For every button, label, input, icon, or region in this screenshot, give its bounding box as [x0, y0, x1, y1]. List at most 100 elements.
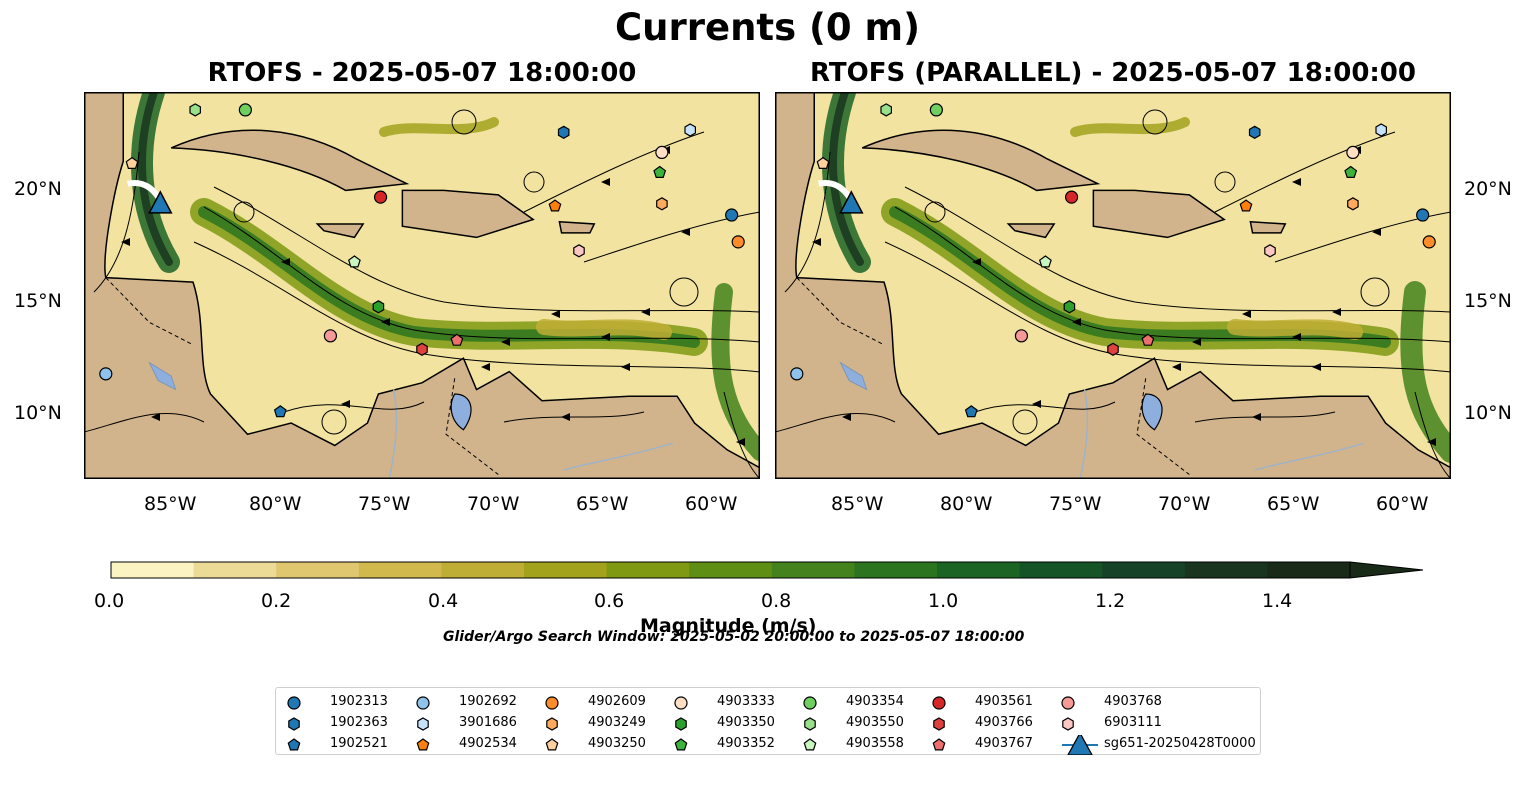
colorbar-segment — [524, 562, 608, 578]
legend-shape — [287, 738, 301, 751]
colorbar-segment — [1184, 562, 1268, 578]
country-border — [445, 378, 499, 475]
legend-marker — [287, 696, 301, 710]
legend-label: 4903561 — [975, 694, 1033, 709]
lake-maracaibo — [450, 393, 472, 431]
current-speed-band — [1400, 281, 1451, 463]
legend-shape — [545, 696, 559, 710]
float-marker-6903111 — [573, 244, 585, 258]
legend-shape — [1061, 696, 1075, 710]
legend-label: 4903558 — [846, 736, 904, 751]
streamline — [1214, 131, 1396, 213]
colorbar-label: Magnitude (m/s) — [640, 615, 817, 637]
float-marker-4903558 — [347, 255, 361, 268]
legend-shape — [1062, 717, 1074, 731]
cb-tick-3: 0.6 — [594, 590, 625, 612]
lat-tick-15n-right: 15°N — [1464, 290, 1512, 312]
lake-maracaibo — [1141, 393, 1163, 431]
float-marker-6903111 — [1264, 244, 1276, 258]
float-marker-4903550 — [189, 103, 202, 117]
lat-tick-10n: 10°N — [14, 402, 62, 424]
float-marker-1902363 — [1248, 125, 1261, 139]
legend-shape — [804, 717, 816, 731]
streamline-arrow — [1312, 363, 1321, 371]
lon-tick-75w-right: 75°W — [1049, 493, 1102, 515]
colorbar-segment — [771, 562, 855, 578]
streamline — [93, 151, 140, 293]
current-speed-band — [138, 92, 173, 266]
float-marker-1902692 — [99, 367, 113, 381]
streamline — [523, 131, 705, 213]
float-marker-3901686 — [1375, 123, 1388, 137]
colorbar-segment — [1102, 562, 1186, 578]
legend-marker — [933, 717, 945, 731]
country-border — [1136, 378, 1190, 475]
float-marker-4903561 — [373, 190, 388, 204]
streamline-arrow — [1192, 338, 1201, 346]
eddy — [1214, 171, 1236, 193]
colorbar-segment — [1267, 562, 1351, 578]
float-marker-4903250 — [125, 156, 139, 170]
streamline-arrow — [1292, 178, 1301, 186]
glider-marker — [839, 190, 864, 214]
legend-marker — [288, 717, 300, 731]
legend-label: 4903333 — [717, 694, 775, 709]
streamline-arrow — [501, 338, 510, 346]
legend-label: 3901686 — [459, 715, 517, 730]
lon-tick-85w-right: 85°W — [831, 493, 884, 515]
legend-shape — [803, 696, 817, 710]
float-marker-4903333 — [1346, 145, 1360, 159]
land-hispaniola — [1092, 189, 1226, 239]
legend-label: 1902313 — [330, 694, 388, 709]
legend-shape — [674, 738, 688, 751]
legend-marker — [803, 738, 817, 751]
legend-shape — [674, 696, 688, 710]
legend-marker — [545, 738, 559, 751]
float-marker-4903768 — [1014, 329, 1029, 343]
land-hispaniola — [401, 189, 535, 239]
glider-track — [818, 179, 852, 199]
search-window-text: Glider/Argo Search Window: 2025-05-02 20… — [443, 629, 1025, 645]
streamline — [775, 412, 896, 433]
colorbar-segment — [441, 562, 525, 578]
colorbar-segment — [689, 562, 773, 578]
legend-marker — [417, 717, 429, 731]
float-marker-4902534 — [1239, 199, 1253, 212]
lat-tick-10n-right: 10°N — [1464, 402, 1512, 424]
current-speed-band — [536, 319, 672, 340]
legend-label: 1902521 — [330, 736, 388, 751]
streamline-arrow — [121, 238, 130, 246]
legend-marker — [804, 717, 816, 731]
river-magdalena — [1079, 389, 1089, 479]
colorbar-segment — [937, 562, 1021, 578]
float-marker-4903767 — [1141, 333, 1155, 346]
float-marker-3901686 — [684, 123, 697, 137]
lake-nicaragua — [839, 361, 868, 391]
cb-tick-7: 1.4 — [1262, 590, 1293, 612]
eddy — [451, 109, 477, 135]
streamline-arrow — [972, 258, 981, 266]
streamline-arrow — [381, 318, 390, 326]
legend-label: 6903111 — [1104, 715, 1162, 730]
colorbar-segment — [358, 562, 442, 578]
lon-tick-70w: 70°W — [467, 493, 520, 515]
land-jamaica — [1006, 223, 1056, 239]
streamline-arrow — [736, 438, 745, 446]
cb-tick-1: 0.2 — [261, 590, 292, 612]
land-puerto-rico — [558, 220, 596, 234]
float-marker-4903249 — [1347, 197, 1359, 211]
colorbar-segment — [276, 562, 360, 578]
float-marker-1902692 — [790, 367, 804, 381]
legend-shape — [932, 738, 946, 751]
eddy — [321, 409, 347, 435]
lon-tick-80w-right: 80°W — [940, 493, 993, 515]
float-marker-4903550 — [880, 103, 893, 117]
streamline-arrow — [281, 258, 290, 266]
streamline — [784, 151, 831, 293]
land-cuba — [170, 129, 410, 192]
land-south-central-america — [775, 92, 1451, 479]
streamline-arrow — [1372, 228, 1381, 236]
streamline — [723, 391, 760, 479]
map-frame — [775, 92, 1451, 479]
float-marker-4902609 — [731, 235, 745, 249]
